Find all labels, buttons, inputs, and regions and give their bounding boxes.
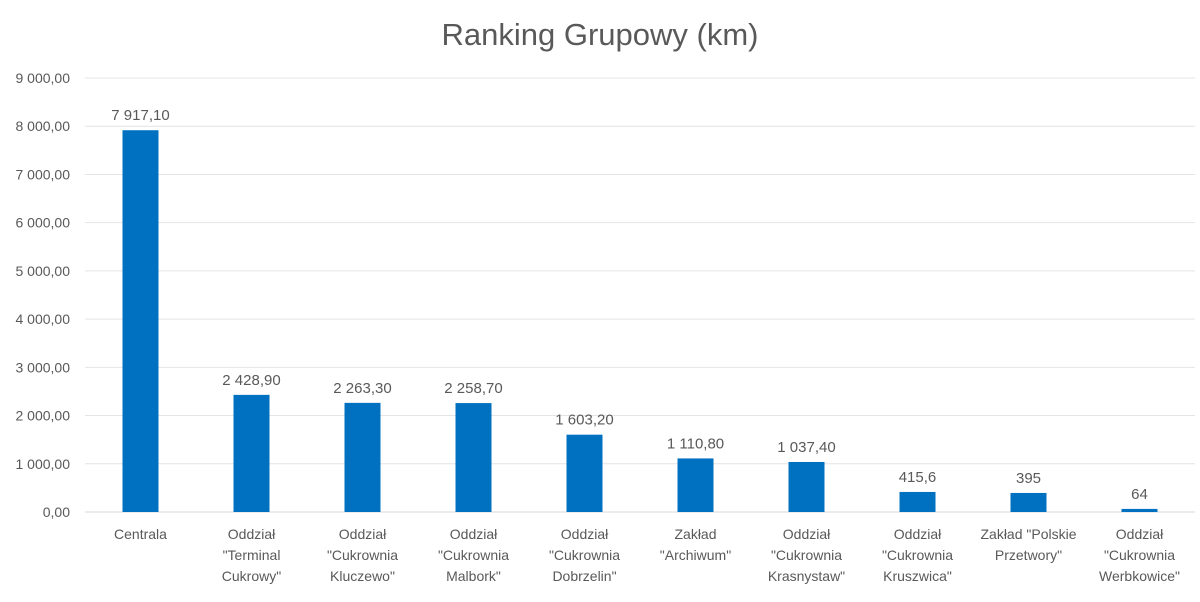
data-label: 395 (1016, 470, 1041, 487)
data-label: 2 428,90 (222, 372, 280, 389)
x-axis: Centrala Oddział "Terminal Cukrowy" Oddział "… (114, 526, 1180, 584)
x-tick-label: Oddział (228, 526, 276, 542)
data-label: 2 258,70 (444, 380, 502, 397)
x-tick-label: Zakład (674, 526, 716, 542)
x-tick-label: Oddział (894, 526, 942, 542)
bar (1010, 492, 1047, 512)
x-tick-label: Oddział (561, 526, 609, 542)
data-label: 1 037,40 (777, 439, 835, 456)
bars (122, 130, 1158, 512)
data-label: 2 263,30 (333, 380, 391, 397)
bar (455, 403, 492, 512)
x-tick-label: "Terminal (223, 547, 281, 563)
data-label: 64 (1131, 486, 1148, 503)
chart-title: Ranking Grupowy (km) (442, 17, 759, 52)
x-tick-label: Kruszwica" (883, 568, 952, 584)
x-tick-label: Krasnystaw" (768, 568, 845, 584)
y-tick-label: 2 000,00 (16, 408, 71, 424)
gridlines (85, 77, 1195, 513)
x-tick-label: Zakład "Polskie (980, 526, 1076, 542)
y-tick-label: 4 000,00 (16, 311, 71, 327)
bar (788, 461, 825, 512)
x-tick-label: "Cukrownia (438, 547, 509, 563)
bar (344, 402, 381, 512)
data-label: 1 110,80 (667, 435, 724, 452)
y-tick-label: 6 000,00 (16, 215, 71, 231)
x-tick-label: Malbork" (446, 568, 501, 584)
x-tick-label: "Cukrownia (1104, 547, 1175, 563)
x-tick-label: Kluczewo" (330, 568, 395, 584)
y-tick-label: 9 000,00 (16, 70, 71, 86)
y-tick-label: 8 000,00 (16, 118, 71, 134)
x-tick-label: Oddział (339, 526, 387, 542)
x-tick-label: "Cukrownia (327, 547, 398, 563)
x-tick-label: Oddział (450, 526, 498, 542)
bar (677, 458, 714, 512)
x-tick-label: "Archiwum" (660, 547, 731, 563)
bar (566, 434, 603, 512)
y-tick-label: 7 000,00 (16, 166, 71, 182)
y-axis: 0,00 1 000,00 2 000,00 3 000,00 4 000,00 5 00… (16, 70, 71, 520)
x-tick-label: Werbkowice" (1099, 568, 1180, 584)
x-tick-label: Oddział (1116, 526, 1164, 542)
data-labels: 7 917,10 2 428,90 2 263,30 2 258,70 1 603,20… (111, 107, 1148, 503)
bar (233, 394, 270, 512)
data-label: 7 917,10 (111, 107, 169, 124)
x-tick-label: "Cukrownia (549, 547, 620, 563)
bar (122, 130, 159, 512)
x-tick-label: "Cukrownia (882, 547, 953, 563)
y-tick-label: 5 000,00 (16, 263, 71, 279)
x-tick-label: Przetwory" (995, 547, 1062, 563)
data-label: 415,6 (899, 469, 937, 486)
y-tick-label: 0,00 (43, 504, 70, 520)
y-tick-label: 1 000,00 (16, 456, 71, 472)
x-tick-label: Cukrowy" (222, 568, 281, 584)
y-tick-label: 3 000,00 (16, 359, 71, 375)
x-tick-label: Oddział (783, 526, 831, 542)
bar (899, 491, 936, 512)
x-tick-label: Centrala (114, 526, 167, 542)
bar (1121, 508, 1158, 512)
data-label: 1 603,20 (555, 412, 613, 429)
x-tick-label: Dobrzelin" (552, 568, 616, 584)
x-tick-label: "Cukrownia (771, 547, 842, 563)
